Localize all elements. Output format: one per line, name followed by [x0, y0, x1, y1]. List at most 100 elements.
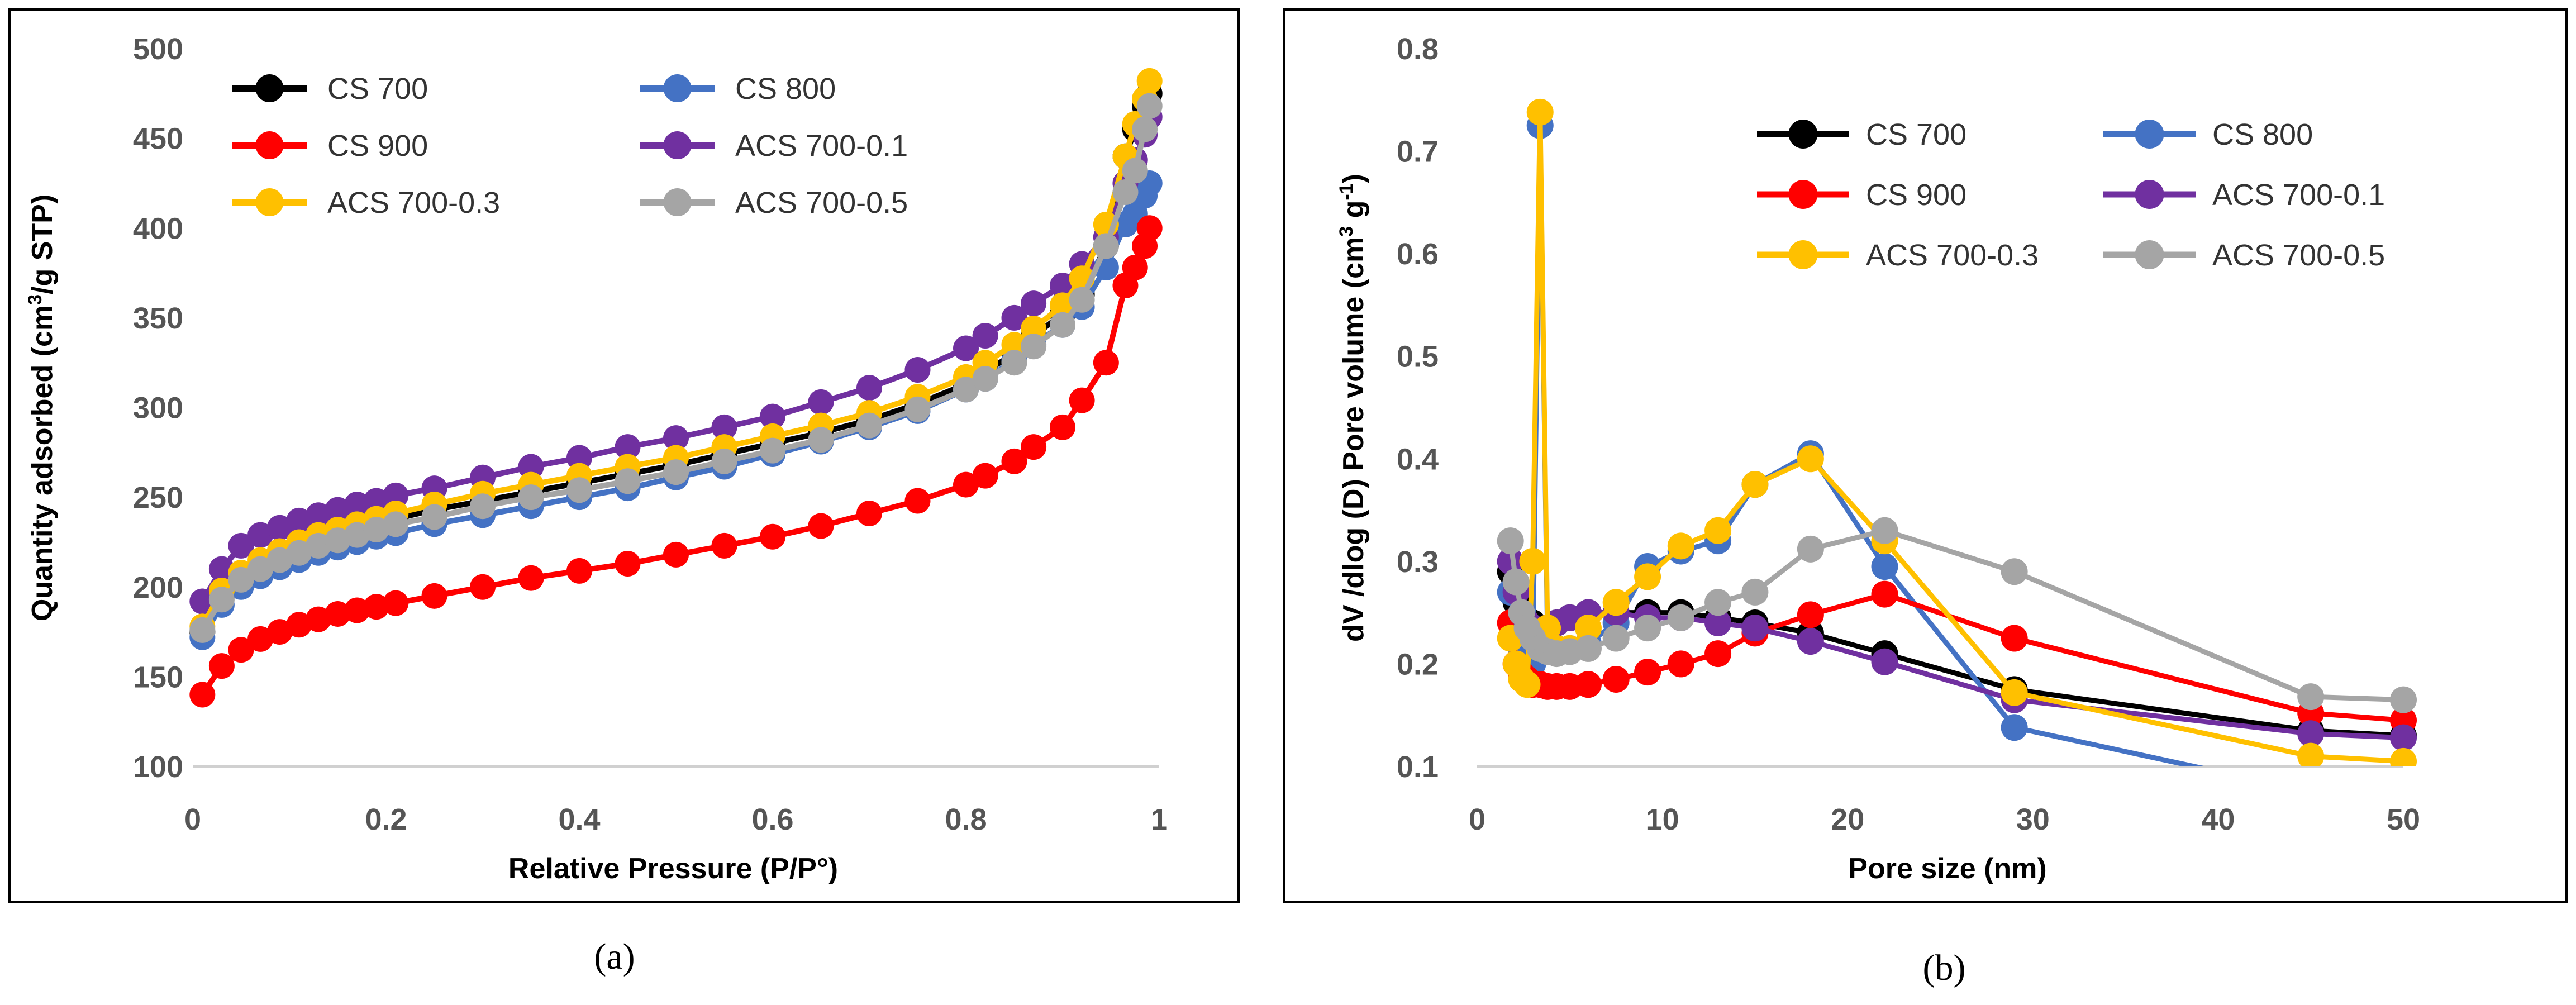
chart-b: 0.1 0.2 0.3 0.4 0.5 0.6 0.7 0.8 0 10 20 30 40 50 Pore …	[1336, 32, 2420, 885]
data-point-acs-700-0-5	[1574, 635, 1602, 662]
data-point-acs-700-0-1	[266, 515, 293, 541]
data-point-acs-700-0-5	[305, 532, 331, 559]
y-title-rest: )	[1337, 174, 1370, 183]
data-point-acs-700-0-5	[518, 484, 544, 511]
y-tick-label-a: 150	[133, 660, 183, 694]
data-point-cs-900	[383, 590, 409, 616]
data-point-acs-700-0-1	[325, 497, 351, 523]
data-point-cs-900	[953, 471, 979, 498]
x-tick-label-b: 20	[1831, 803, 1864, 836]
data-point-cs-900	[363, 594, 389, 620]
legend-swatch-marker	[663, 74, 692, 102]
data-point-acs-700-0-3	[2001, 679, 2028, 706]
legend-label: CS 900	[1866, 178, 1966, 212]
legend-label: CS 800	[735, 72, 836, 106]
data-point-cs-900	[972, 463, 998, 489]
data-point-cs-900	[663, 541, 689, 568]
data-point-acs-700-0-1	[363, 488, 389, 514]
data-point-cs-900	[1871, 580, 1898, 608]
data-point-acs-700-0-5	[1136, 93, 1163, 119]
legend-swatch-marker	[2135, 180, 2164, 209]
legend-swatch-marker	[663, 188, 692, 216]
legend-label: ACS 700-0.3	[327, 186, 500, 220]
series-line-cs-800	[200, 182, 1153, 639]
data-point-acs-700-0-1	[808, 389, 834, 415]
data-point-acs-700-0-3	[1741, 471, 1769, 498]
data-point-acs-700-0-1	[208, 556, 235, 582]
data-point-acs-700-0-5	[1797, 535, 1824, 563]
data-point-acs-700-0-5	[266, 547, 293, 573]
panel-b-frame	[1283, 8, 2568, 903]
data-point-acs-700-0-5	[470, 493, 496, 520]
legend-swatch-marker	[255, 74, 284, 102]
data-point-cs-900	[266, 619, 293, 645]
y-tick-label-a: 350	[133, 302, 183, 335]
legend-swatch-marker	[663, 131, 692, 159]
data-point-acs-700-0-5	[189, 617, 216, 643]
data-point-acs-700-0-1	[1741, 615, 1769, 642]
series-group-b	[1497, 98, 2417, 766]
y-tick-label-b: 0.4	[1397, 442, 1439, 476]
y-title-mid: g	[1337, 201, 1370, 226]
data-point-acs-700-0-5	[808, 427, 834, 453]
series-group-a	[189, 68, 1163, 708]
data-point-acs-700-0-5	[363, 516, 389, 542]
data-point-acs-700-0-5	[663, 459, 689, 485]
y-tick-label-b: 0.6	[1397, 237, 1439, 271]
data-point-cs-900	[1574, 671, 1602, 698]
data-point-cs-900	[1001, 448, 1027, 474]
x-tick-label-a: 0.2	[365, 803, 407, 836]
data-point-acs-700-0-5	[286, 540, 312, 566]
data-point-cs-900	[1069, 387, 1095, 413]
data-point-cs-900	[1667, 650, 1694, 678]
data-point-cs-800	[2001, 714, 2028, 741]
data-point-acs-700-0-5	[972, 366, 998, 392]
legend-swatch-marker	[2135, 120, 2164, 149]
data-point-acs-700-0-1	[972, 323, 998, 349]
data-point-acs-700-0-5	[1093, 233, 1119, 259]
data-point-acs-700-0-3	[1574, 615, 1602, 642]
y-tick-label-a: 100	[133, 750, 183, 784]
data-point-cs-900	[228, 637, 254, 663]
data-point-cs-900	[1136, 215, 1163, 241]
data-point-cs-900	[344, 597, 370, 623]
legend-swatch-marker	[2135, 240, 2164, 269]
data-point-acs-700-0-3	[2297, 742, 2325, 766]
data-point-acs-700-0-5	[1871, 517, 1898, 544]
data-point-acs-700-0-3	[1526, 98, 1554, 126]
data-point-acs-700-0-5	[760, 437, 785, 464]
data-point-acs-700-0-5	[1502, 568, 1530, 596]
data-point-acs-700-0-5	[344, 522, 370, 548]
legend-label: ACS 700-0.5	[2212, 239, 2385, 272]
data-point-acs-700-0-3	[1136, 68, 1163, 94]
data-point-acs-700-0-1	[856, 375, 882, 401]
data-point-acs-700-0-5	[1704, 589, 1732, 616]
y-tick-label-a: 500	[133, 32, 183, 66]
data-point-acs-700-0-5	[2001, 558, 2028, 585]
data-point-acs-700-0-1	[1704, 609, 1732, 636]
data-point-acs-700-0-1	[189, 588, 216, 615]
y-tick-label-b: 0.8	[1397, 32, 1439, 66]
x-tick-label-a: 0	[184, 803, 201, 836]
data-point-cs-900	[711, 532, 737, 559]
y-tick-label-b: 0.3	[1397, 545, 1439, 579]
legend-label: ACS 700-0.3	[1866, 239, 2039, 272]
data-point-acs-700-0-5	[325, 527, 351, 554]
data-point-cs-900	[1602, 665, 1630, 693]
legend-label: ACS 700-0.1	[735, 129, 908, 163]
y-tick-label-b: 0.1	[1397, 750, 1439, 784]
data-point-acs-700-0-1	[518, 454, 544, 480]
y-tick-label-b: 0.5	[1397, 340, 1439, 374]
data-point-acs-700-0-3	[1704, 517, 1732, 544]
data-point-acs-700-0-5	[208, 587, 235, 613]
data-point-acs-700-0-5	[228, 566, 254, 593]
y-tick-label-a: 300	[133, 392, 183, 425]
data-point-acs-700-0-1	[566, 445, 592, 471]
x-tick-label-b: 40	[2201, 803, 2235, 836]
data-point-acs-700-0-1	[663, 425, 689, 451]
data-point-acs-700-0-1	[247, 522, 274, 548]
legend-a: CS 700 CS 800 CS 900 ACS 700-0.1 ACS 700-0.3…	[232, 72, 908, 220]
data-point-acs-700-0-5	[1667, 604, 1694, 631]
data-point-acs-700-0-1	[228, 532, 254, 559]
data-point-cs-900	[470, 574, 496, 600]
